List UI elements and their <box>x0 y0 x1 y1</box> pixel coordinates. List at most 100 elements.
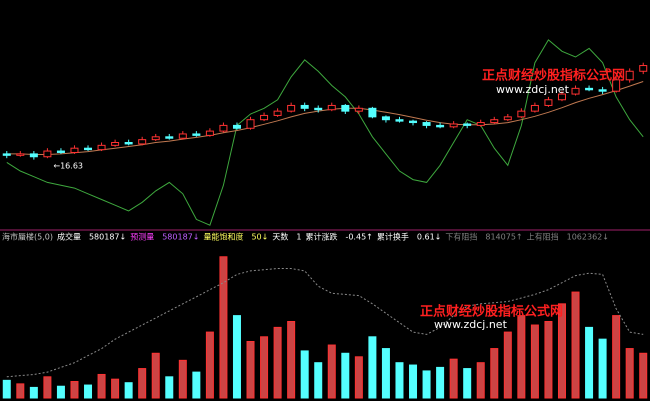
volume-bar <box>246 341 255 399</box>
candle-body <box>598 89 607 92</box>
indicator-item: 海市蜃楼(5,0) <box>2 232 53 242</box>
volume-bar <box>530 324 539 399</box>
candle-body <box>124 142 133 145</box>
indicator-item: 成交量 <box>57 232 81 242</box>
indicator-item: 1062362↓ <box>567 233 609 242</box>
candle-body <box>571 87 580 95</box>
volume-bar <box>476 362 485 399</box>
candle-body <box>300 104 309 109</box>
volume-bar <box>544 321 553 399</box>
indicator-bar: 海市蜃楼(5,0) 成交量 580187↓ 预测量 580187↓ 量能饱和度 50↓ 天数 1… <box>2 232 609 242</box>
watermark-title: 正点财经炒股指标公式网 <box>482 68 625 84</box>
volume-bar <box>300 350 309 399</box>
candle-body <box>205 130 214 136</box>
candle-body <box>314 107 323 111</box>
volume-bar <box>639 352 648 399</box>
indicator-line <box>6 81 644 155</box>
volume-bar <box>151 352 160 399</box>
candle-body <box>449 123 458 128</box>
candle-body <box>84 147 93 151</box>
price-panel: ←16.63 <box>2 39 648 226</box>
candle-body <box>436 124 445 128</box>
candle-body <box>138 139 147 145</box>
volume-bar <box>490 348 499 399</box>
volume-bar <box>260 336 269 399</box>
volume-bar <box>585 326 594 399</box>
volume-bar <box>273 326 282 399</box>
indicator-item: 下有阻挡 <box>445 232 477 242</box>
candle-body <box>43 150 52 158</box>
candle-body <box>625 70 634 81</box>
volume-bar <box>138 368 147 399</box>
volume-bar <box>97 373 106 399</box>
indicator-item: 50↓ <box>251 233 268 242</box>
candle-body <box>16 153 25 156</box>
candle-body <box>341 104 350 112</box>
volume-bar <box>165 376 174 399</box>
indicator-item: 天数 <box>272 232 288 242</box>
volume-bar <box>2 379 11 399</box>
candle-body <box>381 116 390 121</box>
volume-bar <box>29 386 38 399</box>
candle-body <box>70 147 79 153</box>
indicator-item: 累计换手 <box>377 232 409 242</box>
volume-bar <box>192 371 201 399</box>
candle-body <box>287 104 296 112</box>
volume-bar <box>517 315 526 399</box>
volume-bar <box>205 331 214 399</box>
candle-body <box>530 104 539 112</box>
candle-body <box>327 104 336 111</box>
indicator-item: 1 <box>296 233 301 242</box>
candle-body <box>490 119 499 124</box>
indicator-line <box>6 39 644 226</box>
candle-body <box>246 119 255 129</box>
volume-bar <box>43 376 52 399</box>
candle-body <box>232 124 241 129</box>
candle-body <box>2 153 11 156</box>
volume-bar <box>381 348 390 399</box>
candle-body <box>260 114 269 121</box>
indicator-item: 累计涨跌 <box>305 232 337 242</box>
volume-bar <box>314 362 323 399</box>
volume-bar <box>422 370 431 399</box>
indicator-item: 580187↓ <box>89 233 126 242</box>
volume-bar <box>124 382 133 399</box>
candle-body <box>354 107 363 112</box>
indicator-item: 0.61↓ <box>417 233 442 242</box>
volume-bar <box>84 384 93 399</box>
volume-bar <box>327 344 336 399</box>
candle-body <box>56 150 65 153</box>
indicator-item: 量能饱和度 <box>203 232 243 242</box>
indicator-item: -0.45↑ <box>345 233 372 242</box>
price-annotation: ←16.63 <box>53 162 83 171</box>
candle-body <box>557 93 566 101</box>
volume-bar <box>395 362 404 399</box>
indicator-item: 814075↑ <box>485 233 522 242</box>
candle-body <box>151 136 160 141</box>
volume-panel <box>2 256 648 399</box>
candle-body <box>368 107 377 118</box>
candle-body <box>544 99 553 106</box>
volume-bar <box>111 378 120 399</box>
candle-body <box>273 110 282 116</box>
candle-body <box>409 120 418 124</box>
volume-bar <box>436 366 445 399</box>
volume-bar <box>368 336 377 399</box>
volume-bar <box>70 381 79 399</box>
watermark-title: 正点财经炒股指标公式网 <box>420 304 563 320</box>
volume-bar <box>287 321 296 399</box>
volume-bar <box>463 368 472 399</box>
volume-bar <box>354 356 363 399</box>
candle-body <box>29 153 38 158</box>
volume-bar <box>219 256 228 399</box>
candle-body <box>612 79 621 92</box>
candle-body <box>111 142 120 146</box>
resistance-line <box>6 268 644 378</box>
volume-bar <box>16 383 25 399</box>
volume-bar <box>612 315 621 399</box>
volume-bar <box>56 385 65 399</box>
watermark-url: www.zdcj.net <box>434 318 508 331</box>
candle-body <box>192 133 201 136</box>
